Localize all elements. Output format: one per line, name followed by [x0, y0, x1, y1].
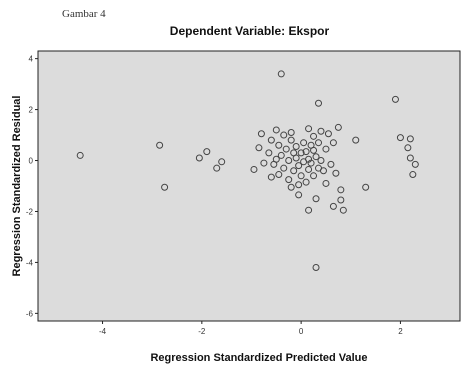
chart-title: Dependent Variable: Ekspor — [169, 24, 330, 38]
data-point — [213, 164, 221, 172]
data-point — [285, 157, 293, 165]
data-point — [257, 130, 265, 138]
data-point — [411, 160, 419, 168]
data-point — [327, 160, 335, 168]
data-point — [250, 165, 258, 173]
data-point — [267, 173, 275, 181]
data-point — [287, 136, 295, 144]
data-point — [310, 132, 318, 140]
data-point — [315, 99, 323, 107]
data-point — [76, 151, 84, 159]
data-point — [312, 264, 320, 272]
data-points — [76, 70, 419, 272]
data-point — [409, 171, 417, 179]
data-point — [334, 123, 342, 131]
data-point — [307, 159, 315, 167]
data-point — [295, 191, 303, 199]
data-point — [272, 126, 280, 134]
data-point — [156, 141, 164, 149]
y-tick-label: 4 — [29, 55, 34, 64]
data-point — [305, 206, 313, 214]
y-tick-label: 2 — [29, 106, 34, 115]
data-point — [317, 157, 325, 165]
data-point — [305, 165, 313, 173]
data-point — [302, 148, 310, 156]
data-point — [337, 196, 345, 204]
data-point — [339, 206, 347, 214]
data-point — [329, 202, 337, 210]
data-point — [267, 136, 275, 144]
data-point — [295, 181, 303, 189]
data-point — [292, 154, 300, 162]
data-point — [272, 155, 280, 163]
data-point — [406, 154, 414, 162]
plot-area — [37, 50, 461, 322]
x-tick-label: -2 — [198, 327, 206, 336]
x-tick-label: 2 — [398, 327, 403, 336]
data-point — [329, 139, 337, 147]
data-point — [404, 144, 412, 152]
x-axis-title: Regression Standardized Predicted Value — [150, 352, 367, 364]
y-axis: 4 2 0 -2 -4 -6 — [26, 55, 38, 318]
data-point — [292, 143, 300, 151]
y-tick-label: 0 — [29, 157, 34, 166]
data-point — [287, 183, 295, 191]
data-point — [203, 148, 211, 156]
data-point — [302, 178, 310, 186]
data-point — [315, 139, 323, 147]
data-point — [310, 146, 318, 154]
data-point — [280, 164, 288, 172]
data-point — [391, 95, 399, 103]
y-tick-label: -2 — [26, 207, 34, 216]
data-point — [312, 153, 320, 161]
data-point — [195, 154, 203, 162]
data-point — [275, 171, 283, 179]
figure-caption: Gambar 4 — [62, 8, 106, 20]
data-point — [280, 131, 288, 139]
data-point — [275, 141, 283, 149]
data-point — [161, 183, 169, 191]
data-point — [297, 172, 305, 180]
data-point — [285, 176, 293, 184]
data-point — [310, 172, 318, 180]
data-point — [396, 134, 404, 142]
data-point — [255, 144, 263, 152]
data-point — [305, 125, 313, 133]
x-axis: -4 -2 0 2 — [99, 321, 403, 336]
data-point — [332, 169, 340, 177]
data-point — [277, 70, 285, 78]
y-tick-label: -6 — [26, 309, 34, 318]
data-point — [322, 145, 330, 153]
data-point — [362, 183, 370, 191]
data-point — [300, 139, 308, 147]
data-point — [317, 127, 325, 135]
data-point — [277, 151, 285, 159]
data-point — [295, 162, 303, 170]
data-point — [290, 167, 298, 175]
data-point — [352, 136, 360, 144]
y-axis-title: Regression Standardized Residual — [11, 96, 23, 277]
y-tick-label: -4 — [26, 258, 34, 267]
data-point — [312, 195, 320, 203]
data-point — [282, 145, 290, 153]
data-point — [319, 167, 327, 175]
data-point — [337, 186, 345, 194]
data-point — [406, 135, 414, 143]
x-tick-label: 0 — [299, 327, 304, 336]
data-point — [322, 179, 330, 187]
x-tick-label: -4 — [99, 327, 107, 336]
data-point — [260, 159, 268, 167]
data-point — [287, 129, 295, 137]
data-point — [297, 149, 305, 157]
data-point — [218, 158, 226, 166]
data-point — [265, 149, 273, 157]
data-point — [324, 130, 332, 138]
